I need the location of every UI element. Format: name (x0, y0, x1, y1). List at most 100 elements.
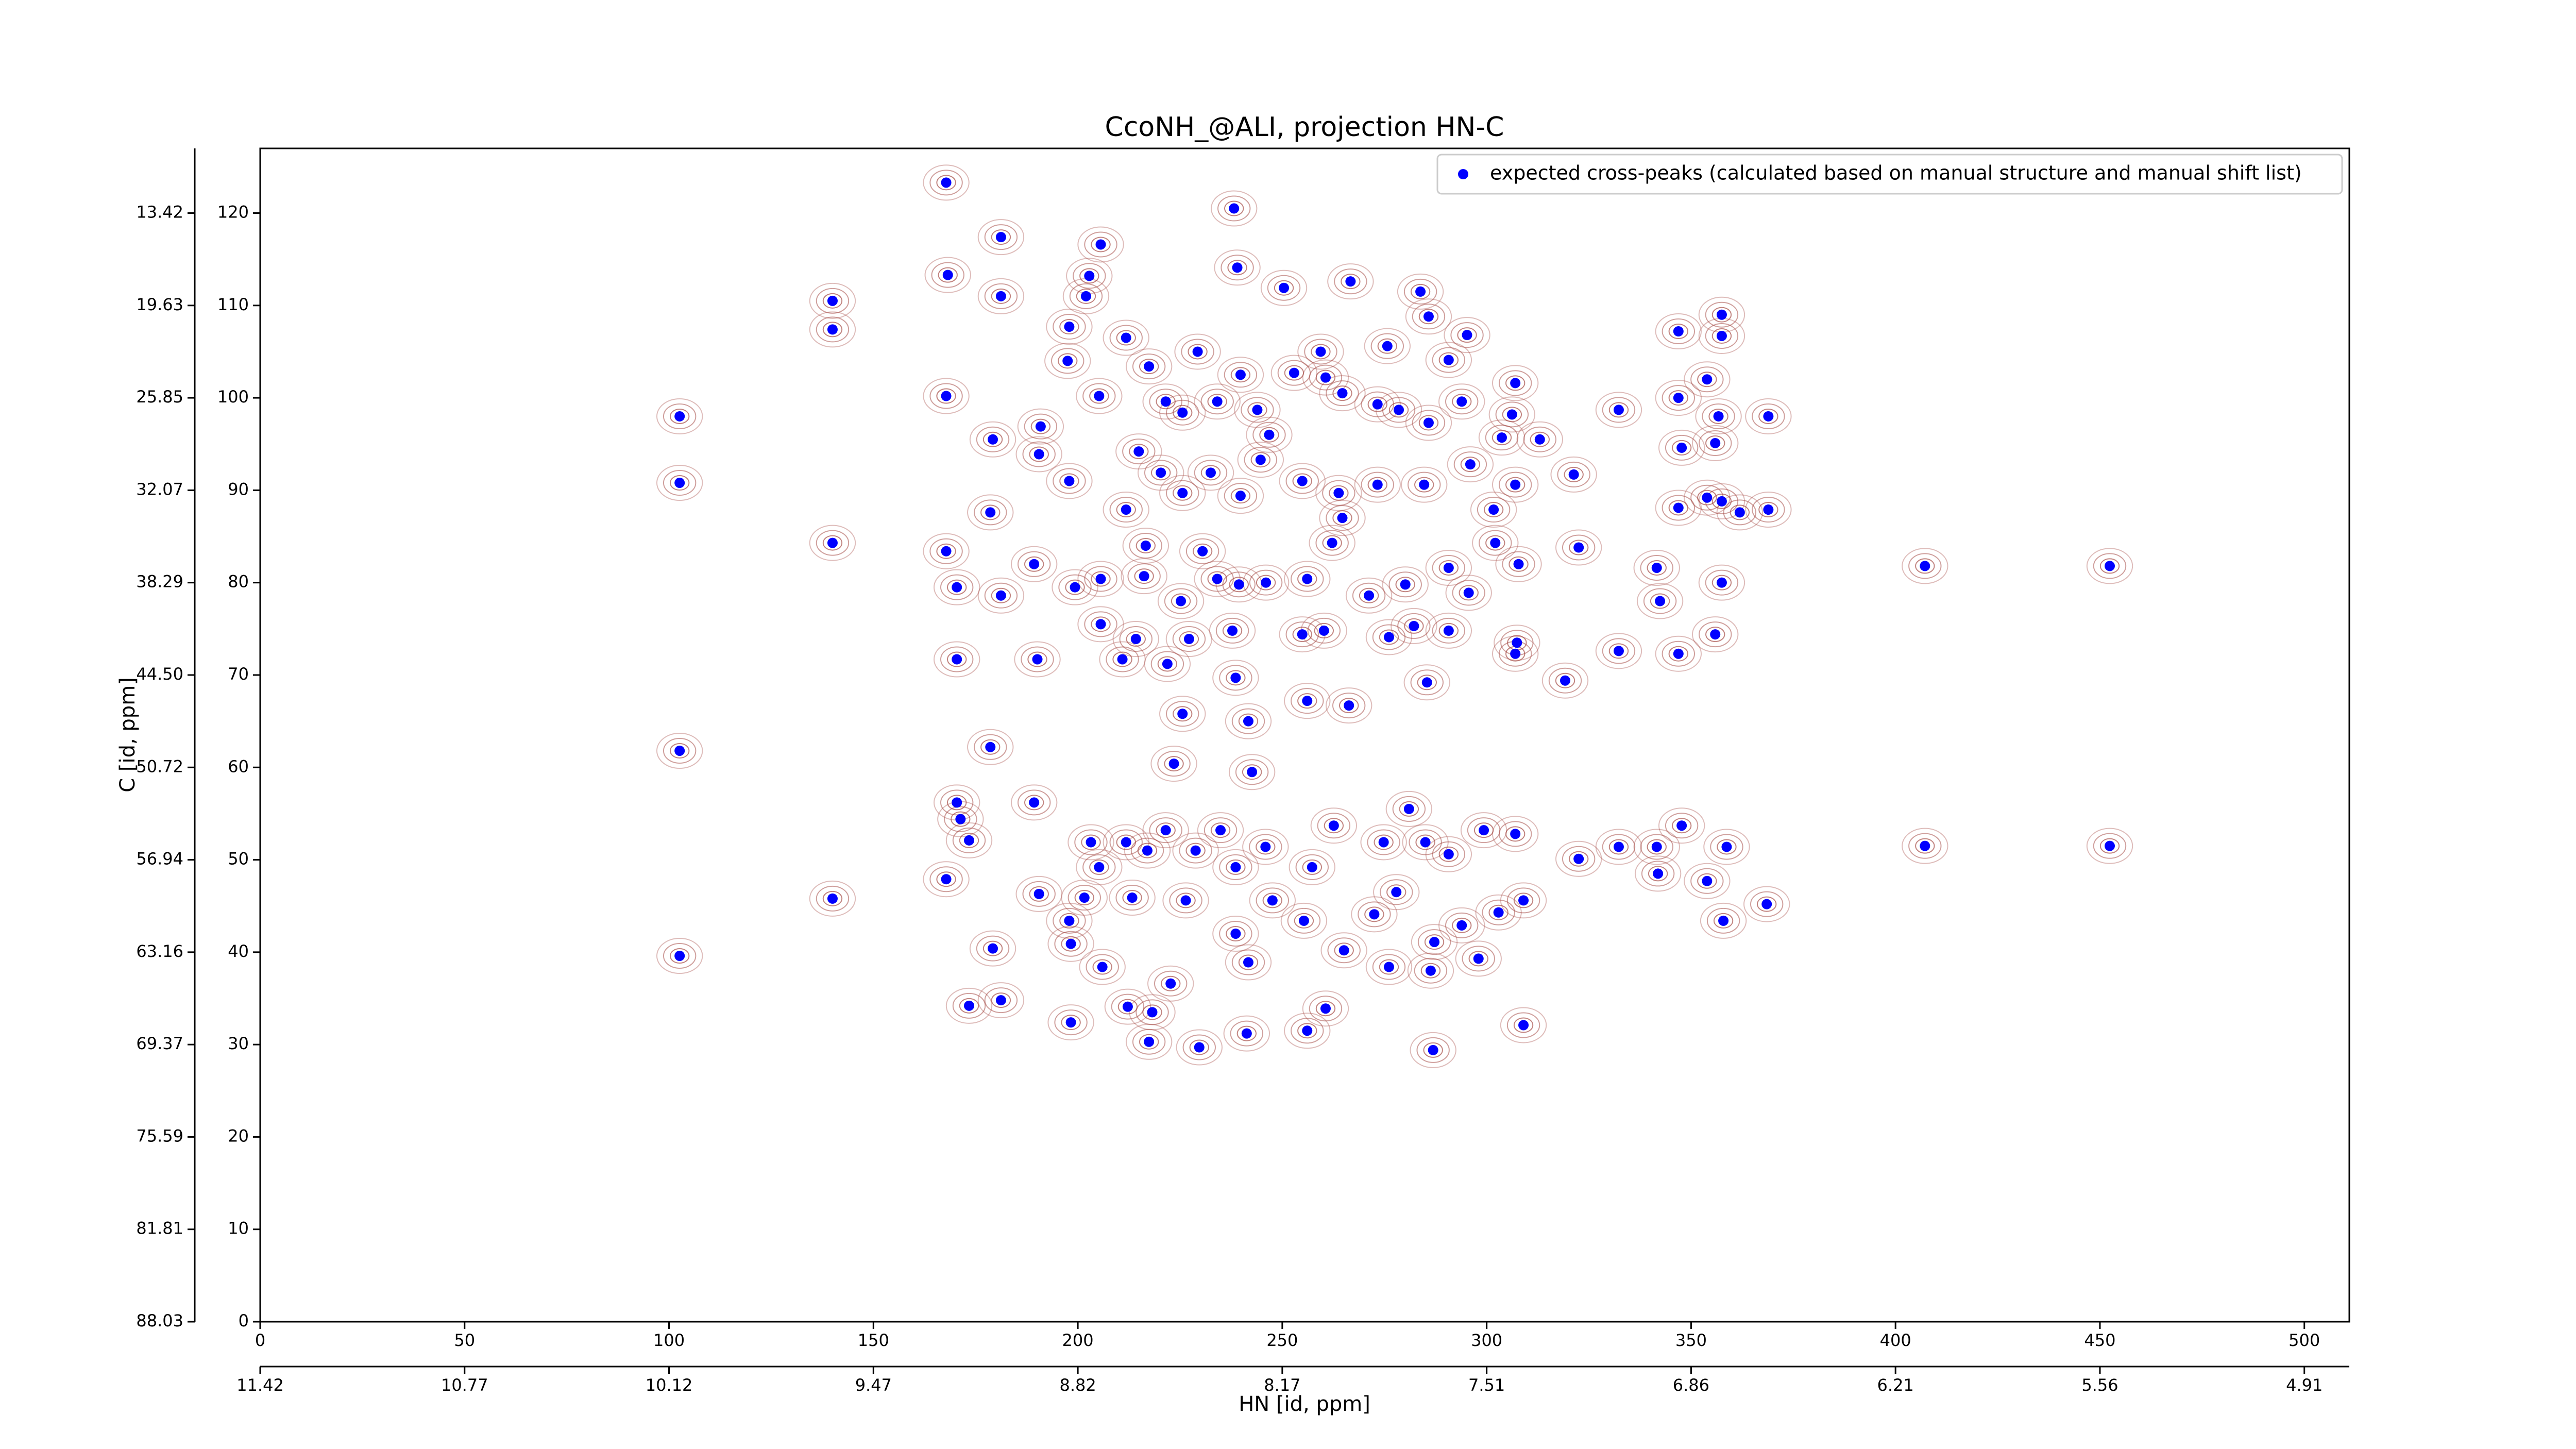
peak-contour (822, 890, 843, 906)
peak-contour (822, 293, 843, 309)
peak-contour (1230, 1020, 1264, 1047)
peak-contour (1568, 851, 1589, 867)
peak-contour (1516, 421, 1563, 458)
peak-contour (1086, 954, 1119, 980)
peak-contour (1212, 915, 1259, 952)
chart-title: CcoNH_@ALI, projection HN-C (1105, 112, 1504, 143)
cross-peak (1029, 797, 1040, 808)
cross-peak (1333, 487, 1344, 498)
peak-contour (1059, 913, 1079, 929)
peak-contour (945, 987, 993, 1024)
cross-peak (1573, 853, 1584, 864)
y-tick-label: 90 (228, 479, 249, 499)
peak-contour (1485, 535, 1505, 551)
peak-contour (1297, 1023, 1317, 1039)
peak-contour (1392, 796, 1426, 822)
x-tick-label: 100 (653, 1330, 685, 1350)
peak-contour (1084, 566, 1117, 592)
cross-peak (1673, 502, 1684, 513)
cross-peak (1716, 496, 1727, 507)
peak-contour (1500, 882, 1547, 919)
cross-peak (1261, 577, 1272, 588)
y-tick-label: 0 (239, 1311, 249, 1330)
peak-contour (1403, 664, 1450, 701)
cross-peak (1673, 326, 1684, 336)
peak-contour (1492, 816, 1539, 852)
peak-contour (1438, 352, 1459, 368)
cross-peak (1443, 849, 1454, 860)
peak-contour (1176, 892, 1196, 908)
peak-contour (1758, 408, 1778, 424)
peak-contour (1595, 829, 1642, 865)
cross-peak (1651, 841, 1662, 852)
peak-contour (1121, 558, 1167, 595)
peak-contour (967, 729, 1014, 765)
peak-contour (1498, 370, 1532, 396)
peak-contour (1192, 543, 1213, 559)
cross-peak (952, 654, 962, 665)
cross-peak (1084, 271, 1095, 281)
ppm-y-tick-label: 25.85 (136, 387, 183, 407)
cross-peak (1079, 892, 1090, 903)
peak-contour (1450, 322, 1484, 348)
cross-peak (1716, 330, 1727, 341)
peak-contour (1122, 527, 1170, 564)
peak-contour (1302, 859, 1322, 875)
peak-contour (1700, 902, 1747, 939)
peak-contour (946, 651, 967, 667)
cross-peak (1763, 504, 1774, 515)
cross-peak (1095, 574, 1106, 584)
peak-contour (1077, 561, 1124, 597)
peak-contour (1705, 569, 1739, 596)
cross-peak (1400, 579, 1411, 590)
peak-contour (1314, 622, 1334, 638)
peak-contour (1106, 646, 1139, 672)
peak-contour (1665, 813, 1699, 839)
cross-peak (1142, 845, 1153, 856)
cross-peak (1420, 837, 1431, 848)
cross-peak (1065, 1017, 1076, 1028)
peak-contour (1658, 429, 1705, 466)
cross-peak (1233, 579, 1244, 590)
peak-contour (1432, 617, 1466, 644)
peak-contour (1054, 1009, 1088, 1036)
peak-contour (1417, 929, 1451, 955)
peak-contour (984, 283, 1018, 309)
cross-peak (1147, 1007, 1158, 1018)
cross-peak (1443, 562, 1454, 573)
peak-contour (816, 885, 850, 912)
peak-contour (1530, 431, 1550, 447)
peak-contour (1284, 683, 1331, 719)
peak-contour (809, 525, 856, 561)
cross-peak (1235, 491, 1246, 501)
peak-contour (1452, 580, 1485, 606)
peak-contour (1608, 839, 1629, 855)
peak-contour (1541, 662, 1589, 699)
peak-contour (1214, 249, 1261, 286)
peak-contour (2086, 548, 2133, 584)
peak-contour (991, 992, 1011, 1008)
peak-contour (1185, 843, 1206, 858)
cross-peak (1212, 396, 1223, 407)
peak-contour (1595, 392, 1642, 428)
peak-contour (1329, 485, 1349, 501)
cross-peak (942, 269, 953, 280)
cross-peak (1121, 504, 1131, 515)
peak-contour (1109, 880, 1156, 916)
peak-contour (1189, 1039, 1209, 1055)
peak-contour (1388, 402, 1409, 418)
peak-contour (1119, 626, 1153, 652)
peak-contour (2086, 828, 2133, 864)
peak-contour (1304, 339, 1337, 365)
peak-contour (1069, 283, 1103, 309)
cross-peak (1302, 1025, 1313, 1036)
peak-contour (1194, 561, 1241, 597)
cross-peak (1086, 837, 1096, 848)
cross-peak (941, 874, 952, 885)
peak-contour (1326, 687, 1372, 724)
peak-contour (1150, 746, 1197, 782)
peak-contour (1224, 200, 1244, 216)
cross-peak (674, 745, 685, 756)
peak-contour (1294, 913, 1314, 929)
cross-peak (1144, 1036, 1155, 1047)
